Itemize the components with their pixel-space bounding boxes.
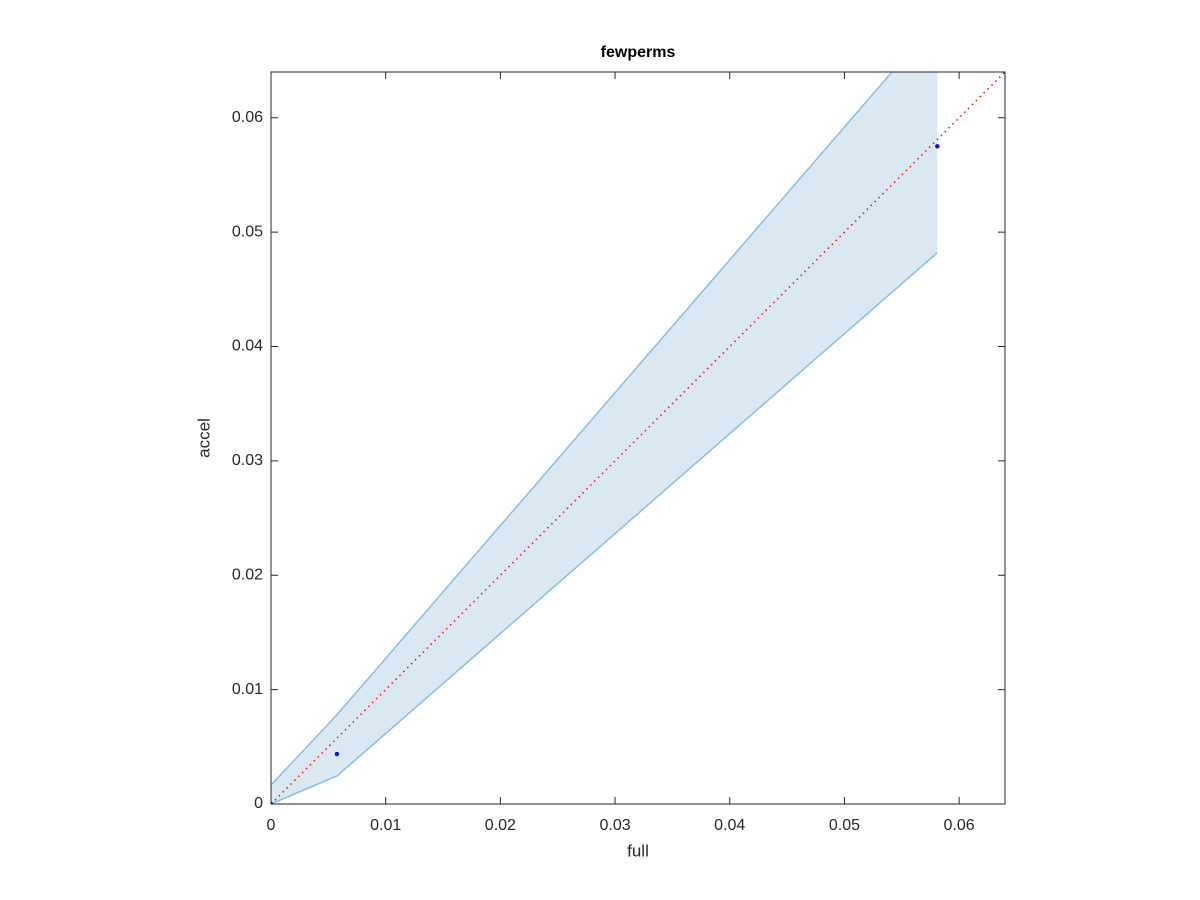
y-tick-label: 0.02 <box>232 566 263 583</box>
band-area <box>271 72 938 804</box>
y-tick-label: 0.03 <box>232 452 263 469</box>
band-edge <box>271 72 893 786</box>
x-tick-label: 0.06 <box>944 817 975 834</box>
point <box>935 144 940 149</box>
x-tick-label: 0.02 <box>485 817 516 834</box>
x-axis-label: full <box>627 841 649 860</box>
axes-box <box>270 71 1006 805</box>
chart-title: fewperms <box>601 44 676 61</box>
plot-area <box>271 72 1005 804</box>
x-tick-label: 0 <box>267 817 276 834</box>
x-tick-label: 0.01 <box>370 817 401 834</box>
y-tick-label: 0.01 <box>232 681 263 698</box>
band-edge <box>271 252 938 804</box>
point <box>271 801 274 804</box>
y-tick-label: 0.06 <box>232 109 263 126</box>
y-tick-label: 0 <box>254 795 263 812</box>
point <box>334 751 340 757</box>
reference-line <box>271 72 1005 804</box>
x-tick-label: 0.03 <box>599 817 630 834</box>
y-tick-label: 0.04 <box>232 338 263 355</box>
x-tick-label: 0.05 <box>829 817 860 834</box>
y-axis-label: accel <box>194 418 213 458</box>
x-tick-label: 0.04 <box>714 817 745 834</box>
y-tick-label: 0.05 <box>232 223 263 240</box>
